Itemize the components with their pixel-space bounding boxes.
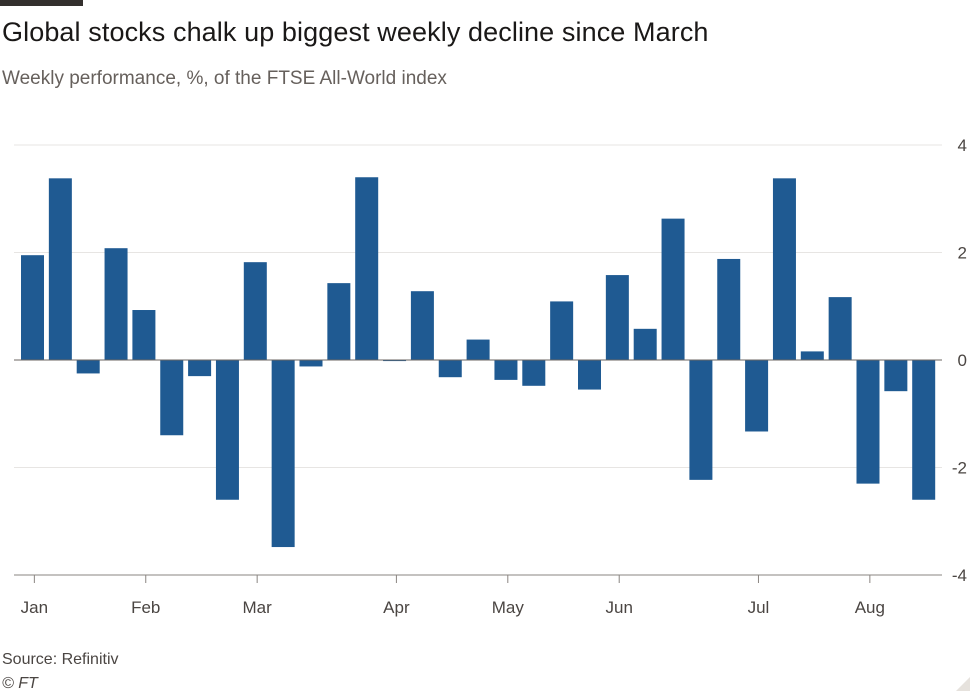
x-tick-label-jul: Jul bbox=[748, 598, 770, 617]
bar-week-5 bbox=[132, 310, 156, 360]
x-tick-label-aug: Aug bbox=[855, 598, 885, 617]
y-tick-label-1: 2 bbox=[958, 244, 967, 263]
bar-week-19 bbox=[522, 360, 546, 386]
x-tick-label-feb: Feb bbox=[131, 598, 160, 617]
axis-layer: 4 2 0 -2 -4 Jan Feb Mar Apr May Jun Jul Aug bbox=[14, 136, 967, 617]
bar-week-22 bbox=[605, 275, 629, 360]
bar-week-24 bbox=[661, 218, 685, 360]
bar-week-9 bbox=[243, 262, 267, 360]
bar-week-11 bbox=[299, 360, 323, 367]
y-tick-label-4: -4 bbox=[952, 566, 967, 585]
bar-week-31 bbox=[856, 360, 880, 484]
copyright-note: © FT bbox=[2, 675, 38, 692]
bar-week-15 bbox=[410, 291, 434, 360]
bar-week-29 bbox=[800, 351, 824, 360]
bar-week-2 bbox=[48, 178, 72, 360]
resize-corner bbox=[956, 677, 970, 691]
bar-week-32 bbox=[884, 360, 908, 392]
x-tick-label-apr: Apr bbox=[383, 598, 410, 617]
chart-subtitle: Weekly performance, %, of the FTSE All-W… bbox=[2, 68, 447, 89]
bar-week-13 bbox=[355, 177, 379, 360]
bar-layer bbox=[21, 177, 936, 548]
x-tick-label-may: May bbox=[492, 598, 525, 617]
chart-title: Global stocks chalk up biggest weekly de… bbox=[2, 17, 709, 47]
bar-week-7 bbox=[188, 360, 212, 377]
y-tick-label-3: -2 bbox=[952, 459, 967, 478]
y-tick-label-2: 0 bbox=[958, 351, 967, 370]
bar-week-14 bbox=[383, 360, 407, 362]
bar-week-21 bbox=[578, 360, 601, 390]
bar-week-4 bbox=[104, 248, 128, 360]
bar-week-33 bbox=[912, 360, 936, 500]
x-tick-label-jun: Jun bbox=[605, 598, 632, 617]
source-note: Source: Refinitiv bbox=[2, 651, 119, 668]
bar-week-3 bbox=[76, 360, 100, 374]
x-tick-label-jan: Jan bbox=[21, 598, 48, 617]
y-tick-label-0: 4 bbox=[958, 136, 967, 155]
bar-week-17 bbox=[466, 339, 490, 360]
bar-week-8 bbox=[215, 360, 239, 500]
grid-layer bbox=[14, 144, 942, 468]
bar-week-23 bbox=[633, 328, 657, 360]
bar-week-1 bbox=[21, 255, 44, 360]
bar-week-20 bbox=[550, 301, 574, 360]
bar-week-10 bbox=[271, 360, 295, 548]
ft-top-bar bbox=[0, 0, 83, 6]
bar-week-16 bbox=[438, 360, 462, 378]
bar-week-28 bbox=[772, 178, 796, 360]
bar-week-6 bbox=[160, 360, 184, 436]
bar-week-12 bbox=[327, 283, 351, 360]
bar-week-26 bbox=[717, 258, 741, 360]
bar-week-27 bbox=[745, 360, 769, 432]
bar-week-25 bbox=[689, 360, 713, 480]
x-tick-label-mar: Mar bbox=[243, 598, 273, 617]
bar-week-30 bbox=[828, 297, 852, 360]
bar-week-18 bbox=[494, 360, 518, 380]
